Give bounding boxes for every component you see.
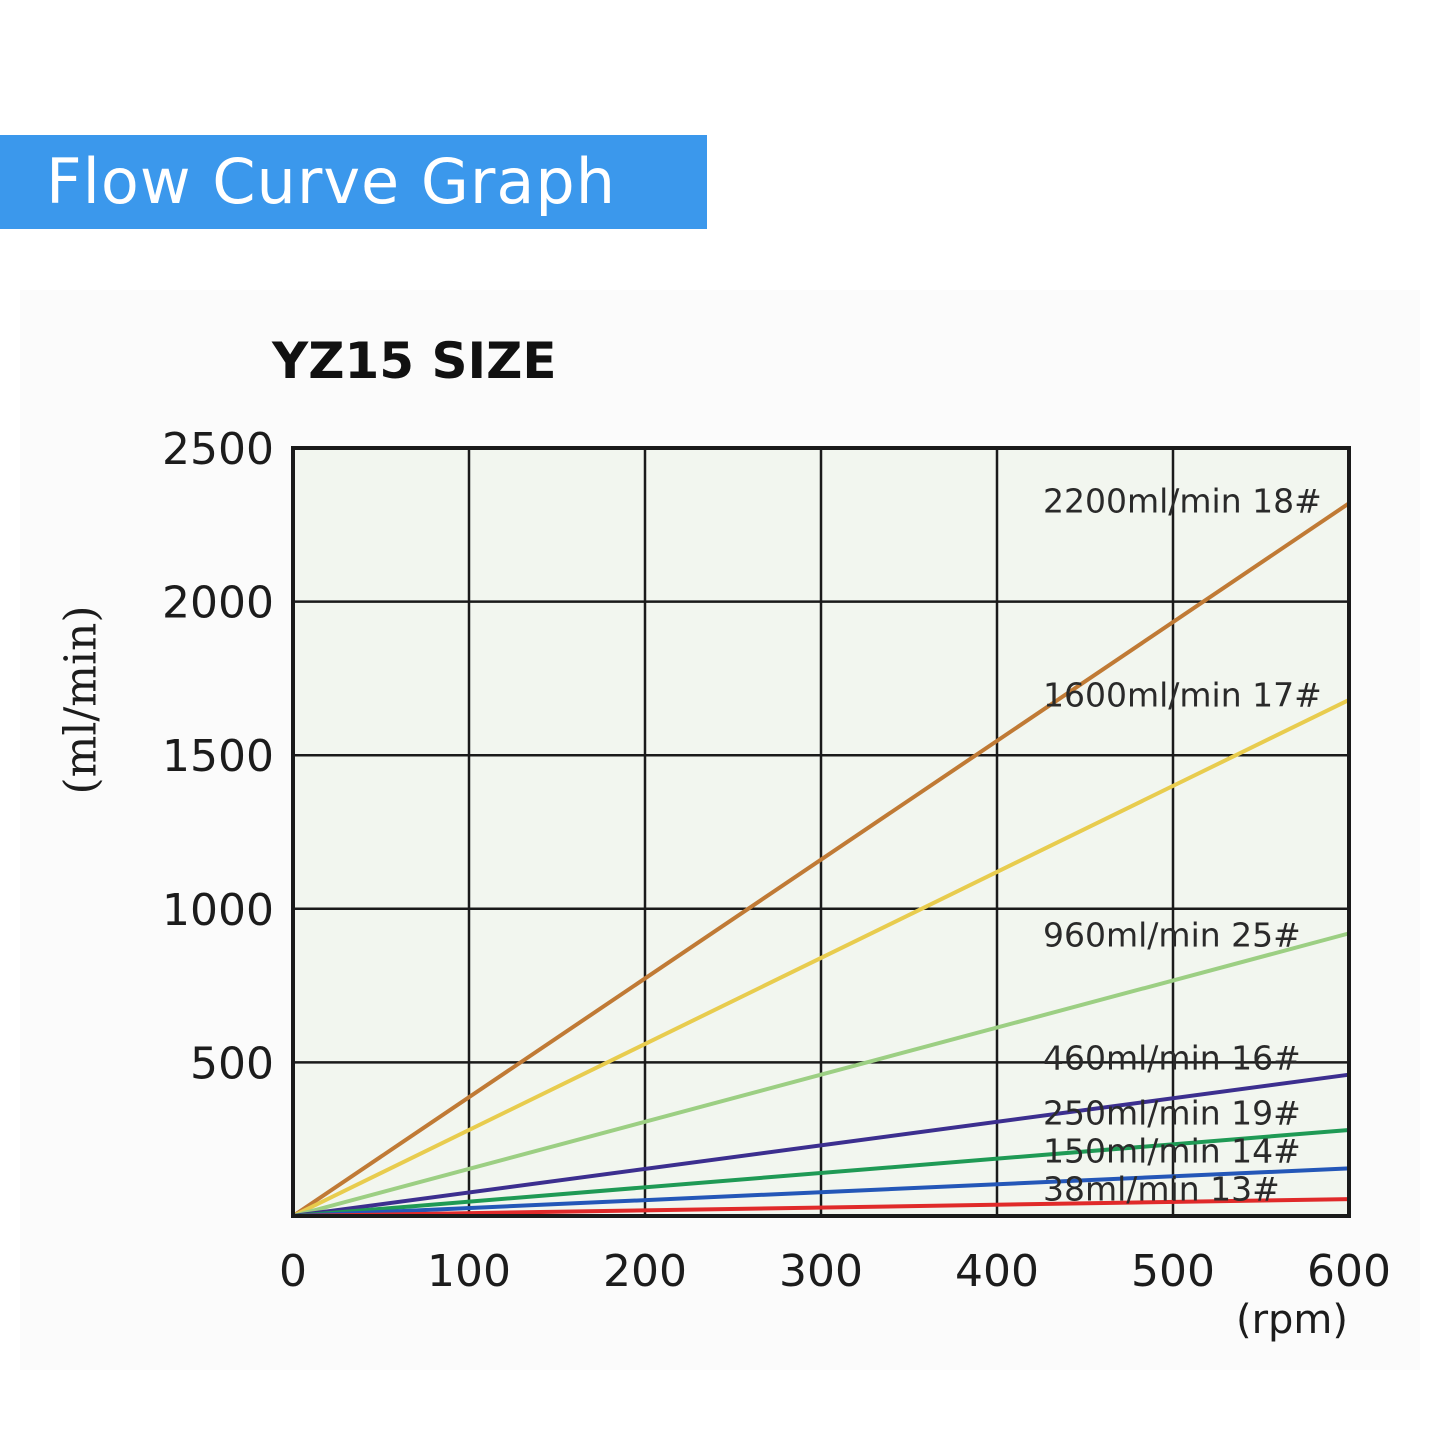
series-lines <box>291 501 1351 1218</box>
x-tick-label: 100 <box>427 1246 511 1297</box>
series-line <box>292 1072 1350 1218</box>
x-tick-label: 200 <box>603 1246 687 1297</box>
x-tick-labels: 0 100 200 300 400 500 600 <box>279 1246 1391 1297</box>
x-tick-label: 0 <box>279 1246 307 1297</box>
series-labels: 2200ml/min 18# 1600ml/min 17# 960ml/min 25… <box>1043 482 1322 1209</box>
series-label: 1600ml/min 17# <box>1043 676 1322 715</box>
series-label: 960ml/min 25# <box>1043 916 1301 955</box>
y-tick-label: 2500 <box>162 424 274 475</box>
series-label: 38ml/min 13# <box>1043 1170 1280 1209</box>
chart-title: YZ15 SIZE <box>272 332 557 390</box>
series-line <box>292 1166 1350 1218</box>
x-tick-label: 600 <box>1307 1246 1391 1297</box>
x-axis-label: (rpm) <box>1236 1297 1348 1343</box>
series-line <box>292 931 1350 1218</box>
series-label: 250ml/min 19# <box>1043 1094 1301 1133</box>
y-tick-label: 1000 <box>162 885 274 936</box>
series-label: 460ml/min 16# <box>1043 1039 1301 1078</box>
banner-title: Flow Curve Graph <box>46 145 617 218</box>
y-tick-label: 500 <box>190 1038 274 1089</box>
series-line <box>292 698 1350 1218</box>
x-tick-label: 500 <box>1131 1246 1215 1297</box>
grid <box>293 448 1349 1216</box>
series-label: 150ml/min 14# <box>1043 1132 1301 1171</box>
x-tick-label: 400 <box>955 1246 1039 1297</box>
y-tick-labels: 500 1000 1500 2000 2500 <box>162 424 274 1089</box>
series-line <box>292 1127 1350 1218</box>
series-label: 2200ml/min 18# <box>1043 482 1322 521</box>
series-line <box>291 501 1351 1218</box>
series-line <box>292 1197 1350 1218</box>
y-tick-label: 1500 <box>162 731 274 782</box>
plot-frame <box>291 446 1351 1218</box>
y-tick-label: 2000 <box>162 578 274 629</box>
y-axis-label: (ml/min) <box>56 605 107 794</box>
x-tick-label: 300 <box>779 1246 863 1297</box>
title-banner <box>0 135 707 229</box>
